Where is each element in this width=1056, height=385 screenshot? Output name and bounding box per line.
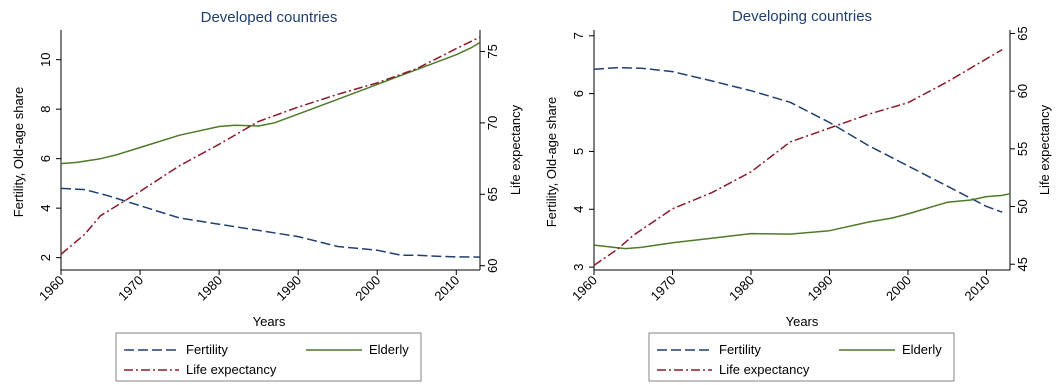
y-left-tick-label-developing-6: 6 — [571, 90, 586, 97]
chart-title-developed: Developed countries — [201, 9, 338, 26]
series-line-life-expectancy-developed — [60, 36, 481, 255]
panel-developing: 1960 1970 1980 1990 2000 2010345674550556065 … — [544, 8, 1052, 382]
legend-label-elderly-developing: Elderly — [902, 342, 942, 357]
y-right-tick-label-developing-65: 65 — [1015, 26, 1030, 40]
x-tick-label-developing-1970: 1970 — [648, 273, 679, 304]
x-tick-label-developing-2010: 2010 — [962, 273, 993, 304]
legend-developing: Fertility Elderly Life expectancy — [648, 332, 955, 382]
y-axis-left-label-developed: Fertility, Old-age share — [11, 87, 26, 218]
y-left-tick-label-developed-8: 8 — [38, 106, 53, 113]
y-right-tick-label-developing-50: 50 — [1015, 199, 1030, 213]
y-left-tick-label-developing-4: 4 — [571, 206, 586, 213]
y-right-tick-label-developed-70: 70 — [485, 116, 500, 130]
y-axis-left-label-developing: Fertility, Old-age share — [544, 97, 559, 228]
y-axis-right-label-developing: Life expectancy — [1037, 104, 1052, 195]
legend-box-developed — [115, 332, 422, 382]
y-left-tick-label-developed-6: 6 — [38, 155, 53, 162]
y-right-tick-label-developed-60: 60 — [485, 258, 500, 272]
legend-box-developing — [648, 332, 955, 382]
x-tick-label-developed-1960: 1960 — [36, 273, 67, 304]
series-line-fertility-developed — [60, 187, 481, 258]
legend-label-fertility-developed: Fertility — [186, 342, 228, 357]
x-tick-label-developed-2010: 2010 — [431, 273, 462, 304]
x-tick-label-developed-2000: 2000 — [352, 273, 383, 304]
legend-label-elderly-developed: Elderly — [369, 342, 409, 357]
series-line-elderly-developing — [593, 192, 1011, 250]
y-right-tick-label-developing-45: 45 — [1015, 257, 1030, 271]
panel-developed: 1960 1970 1980 1990 2000 2010 2 4 6 8 10 60 65 70 75 D… — [11, 9, 523, 382]
x-tick-label-developing-1980: 1980 — [726, 273, 757, 304]
y-left-tick-label-developed-2: 2 — [38, 254, 53, 261]
x-axis-label-developed: Years — [253, 314, 286, 329]
legend-developed: Fertility Elderly Life expectancy — [115, 332, 422, 382]
plot-area-developed: 1960 1970 1980 1990 2000 2010 2 4 6 8 10 60 65 70 75 — [36, 30, 500, 304]
x-axis-label-developing: Years — [786, 314, 819, 329]
y-left-tick-label-developed-4: 4 — [38, 205, 53, 212]
x-tick-label-developing-1960: 1960 — [569, 273, 600, 304]
series-line-life-expectancy-developing — [593, 48, 1003, 267]
x-tick-label-developed-1970: 1970 — [115, 273, 146, 304]
y-left-tick-label-developing-5: 5 — [571, 148, 586, 155]
series-line-fertility-developing — [593, 66, 1003, 213]
x-tick-label-developed-1990: 1990 — [273, 273, 304, 304]
y-right-tick-label-developing-60: 60 — [1015, 84, 1030, 98]
x-tick-label-developing-2000: 2000 — [883, 273, 914, 304]
chart-title-developing: Developing countries — [732, 8, 872, 25]
x-tick-label-developed-1980: 1980 — [194, 273, 225, 304]
legend-label-fertility-developing: Fertility — [719, 342, 761, 357]
y-left-tick-label-developing-7: 7 — [571, 32, 586, 39]
legend-label-life-developing: Life expectancy — [719, 362, 810, 377]
y-left-tick-label-developed-10: 10 — [38, 52, 53, 66]
y-axis-right-label-developed: Life expectancy — [508, 104, 523, 195]
x-tick-label-developing-1990: 1990 — [805, 273, 836, 304]
series-line-elderly-developed — [60, 41, 481, 165]
y-left-tick-label-developing-3: 3 — [571, 263, 586, 270]
y-right-tick-label-developed-75: 75 — [485, 44, 500, 58]
legend-label-life-developed: Life expectancy — [186, 362, 277, 377]
y-right-tick-label-developed-65: 65 — [485, 187, 500, 201]
y-right-tick-label-developing-55: 55 — [1015, 142, 1030, 156]
